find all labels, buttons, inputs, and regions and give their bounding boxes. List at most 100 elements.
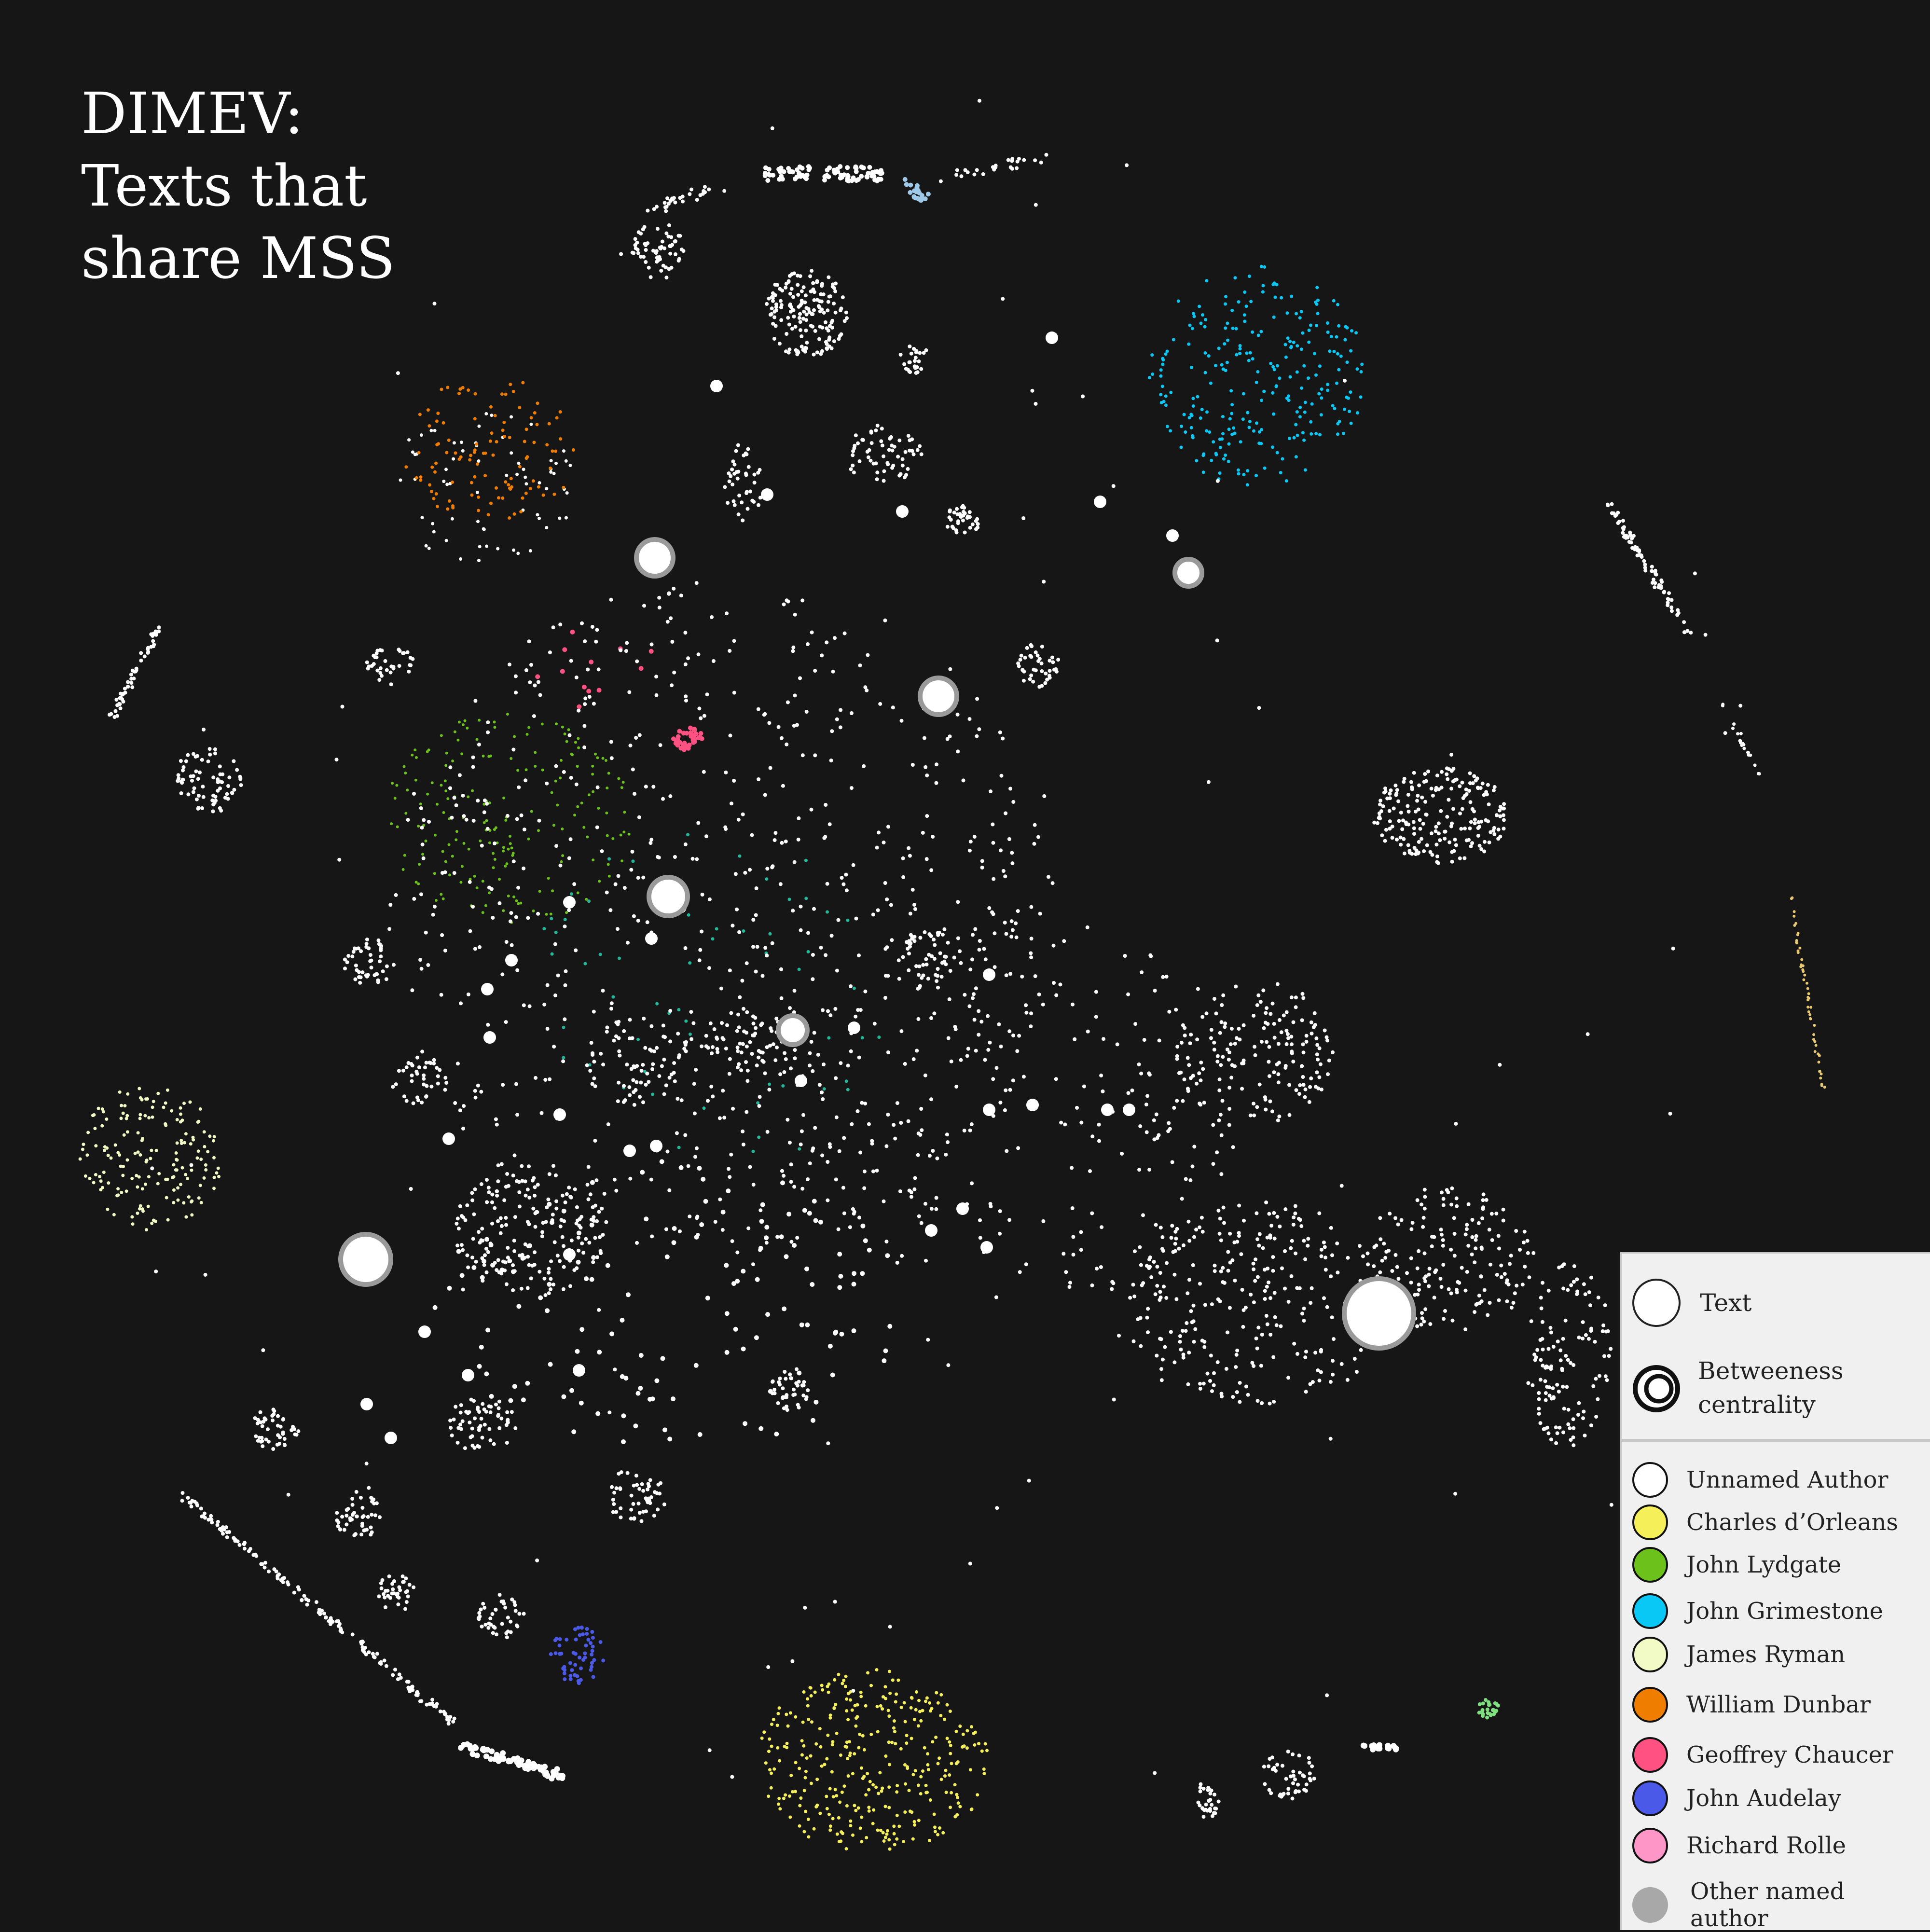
node-unnamed-author [548, 1362, 553, 1367]
node-unnamed-author [679, 1098, 684, 1103]
node-john-lydgate [444, 860, 447, 863]
node-unnamed-author [1422, 1276, 1427, 1280]
node-john-grimestone [1343, 338, 1347, 342]
node-unnamed-author [1589, 1275, 1593, 1280]
node-charles-dorleans [933, 1825, 937, 1829]
node-unnamed-author [978, 1236, 982, 1240]
node-unnamed-author [1010, 159, 1014, 163]
node-james-ryman [216, 1166, 220, 1170]
node-john-lydgate [502, 849, 505, 853]
node-james-ryman [172, 1201, 176, 1204]
node-unnamed-author [1255, 1275, 1260, 1279]
node-geoffrey-chaucer [688, 725, 693, 731]
node-unnamed-author [1158, 1271, 1162, 1275]
node-unnamed-author [1316, 1368, 1320, 1372]
node-unnamed-author [1543, 1379, 1547, 1383]
node-unnamed-author [1187, 1063, 1191, 1067]
node-john-grimestone [1355, 367, 1359, 371]
node-unnamed-author [294, 1433, 299, 1437]
node-unnamed-author [945, 1132, 949, 1137]
node-unnamed-author [459, 441, 463, 444]
node-charles-dorleans [803, 1776, 807, 1780]
node-unnamed-author [618, 1487, 622, 1491]
node-unnamed-author [282, 1437, 287, 1441]
node-unnamed-author [912, 939, 917, 943]
node-unnamed-author [635, 1241, 639, 1245]
node-unnamed-author [1283, 1286, 1287, 1291]
node-charles-dorleans [825, 1794, 828, 1798]
node-unnamed-author [742, 1007, 745, 1011]
node-unnamed-author [611, 1510, 615, 1514]
node-other-named-author [570, 892, 573, 896]
node-unnamed-author [893, 1136, 897, 1141]
node-unnamed-author [741, 1346, 746, 1352]
node-unnamed-author [1438, 838, 1442, 842]
node-unnamed-author [638, 1095, 642, 1099]
node-unnamed-author [385, 964, 389, 968]
node-unnamed-author [495, 1193, 499, 1198]
node-william-dunbar [488, 439, 492, 443]
node-unnamed-author [1399, 811, 1403, 815]
node-unnamed-author [1566, 1422, 1571, 1426]
node-unnamed-author [581, 1251, 586, 1255]
node-unnamed-author [1423, 1307, 1428, 1311]
node-unnamed-author [458, 1204, 462, 1208]
node-unnamed-author [1011, 1078, 1015, 1083]
node-unnamed-author [463, 1218, 468, 1222]
node-john-lydgate [556, 803, 559, 807]
node-john-lydgate [421, 853, 424, 856]
node-unnamed-author [1667, 591, 1671, 595]
node-james-ryman [143, 1114, 147, 1118]
node-james-ryman [172, 1175, 176, 1179]
node-unnamed-author [1461, 796, 1465, 800]
node-unnamed-author [569, 775, 573, 780]
node-charles-dorleans [788, 1711, 792, 1715]
node-unnamed-author [1252, 1364, 1256, 1368]
node-unnamed-author [1252, 1014, 1256, 1018]
node-unnamed-author [436, 1081, 440, 1086]
node-unnamed-author [1486, 783, 1490, 787]
node-unnamed-author [1568, 1426, 1572, 1430]
node-unnamed-author [1132, 1249, 1137, 1254]
node-unnamed-author [281, 1418, 285, 1421]
node-john-grimestone [1237, 472, 1241, 476]
node-unnamed-author [422, 1082, 426, 1087]
node-john-grimestone [1233, 276, 1237, 280]
node-other-named-author [1795, 941, 1799, 945]
node-william-dunbar [524, 491, 528, 495]
node-william-dunbar [451, 480, 454, 484]
node-john-lydgate [482, 754, 485, 758]
node-john-grimestone [1210, 458, 1213, 462]
node-unnamed-author [1482, 1288, 1487, 1292]
node-james-ryman [136, 1185, 139, 1189]
node-geoffrey-chaucer [681, 747, 687, 752]
node-unnamed-author [1256, 993, 1261, 997]
node-unnamed-author [1379, 1237, 1383, 1242]
node-james-ryman [121, 1111, 125, 1115]
node-unnamed-author [1541, 1364, 1545, 1368]
node-unnamed-author [379, 1586, 384, 1590]
node-charles-dorleans [924, 1699, 927, 1703]
node-unnamed-author [1384, 828, 1388, 832]
node-unnamed-author [813, 1399, 819, 1405]
node-james-ryman [212, 1135, 216, 1139]
node-charles-dorleans [846, 1757, 850, 1760]
node-unnamed-author [782, 1173, 786, 1178]
node-unnamed-author [1409, 1281, 1413, 1285]
node-unnamed-author [710, 1051, 714, 1055]
node-charles-dorleans [956, 1801, 960, 1805]
node-unnamed-author [1184, 1177, 1188, 1181]
node-john-grimestone [1337, 324, 1341, 328]
node-unnamed-author [903, 450, 908, 454]
node-unnamed-author [751, 1183, 756, 1187]
node-unnamed-author [1485, 792, 1489, 797]
node-unnamed-author [858, 1150, 863, 1155]
node-unnamed-author [796, 838, 800, 842]
node-unnamed-author [1479, 1299, 1484, 1303]
node-unnamed-author [227, 775, 232, 780]
node-james-ryman [199, 1201, 203, 1204]
node-unnamed-author [599, 1251, 603, 1256]
node-unnamed-author [516, 1304, 522, 1309]
node-unnamed-author [916, 1153, 920, 1157]
node-unnamed-author [1423, 1279, 1427, 1283]
